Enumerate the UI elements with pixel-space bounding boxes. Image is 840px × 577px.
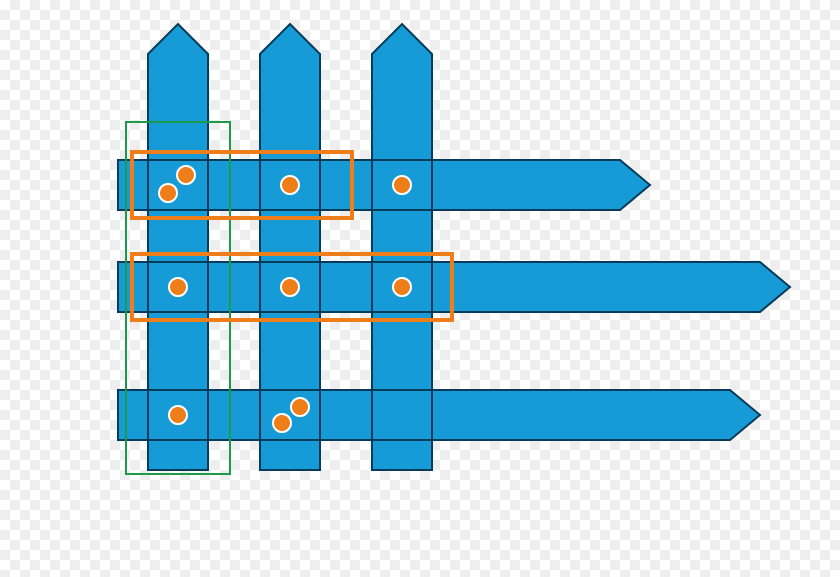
member-dot-5 bbox=[281, 278, 299, 296]
member-dot-1 bbox=[177, 166, 195, 184]
member-dot-7 bbox=[169, 406, 187, 424]
member-dot-6 bbox=[393, 278, 411, 296]
cell-r0-c0 bbox=[148, 160, 208, 210]
member-dot-3 bbox=[393, 176, 411, 194]
cell-r2-c1 bbox=[260, 390, 320, 440]
member-dot-9 bbox=[291, 398, 309, 416]
member-dot-0 bbox=[159, 184, 177, 202]
cell-r2-c2 bbox=[372, 390, 432, 440]
member-dot-2 bbox=[281, 176, 299, 194]
member-dot-4 bbox=[169, 278, 187, 296]
member-dot-8 bbox=[273, 414, 291, 432]
project-rail-2 bbox=[118, 390, 760, 440]
matrix-diagram bbox=[0, 0, 840, 577]
